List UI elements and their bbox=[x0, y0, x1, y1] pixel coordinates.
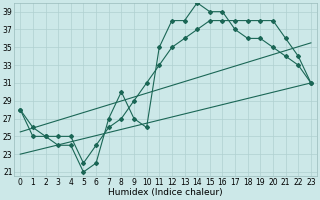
X-axis label: Humidex (Indice chaleur): Humidex (Indice chaleur) bbox=[108, 188, 223, 197]
